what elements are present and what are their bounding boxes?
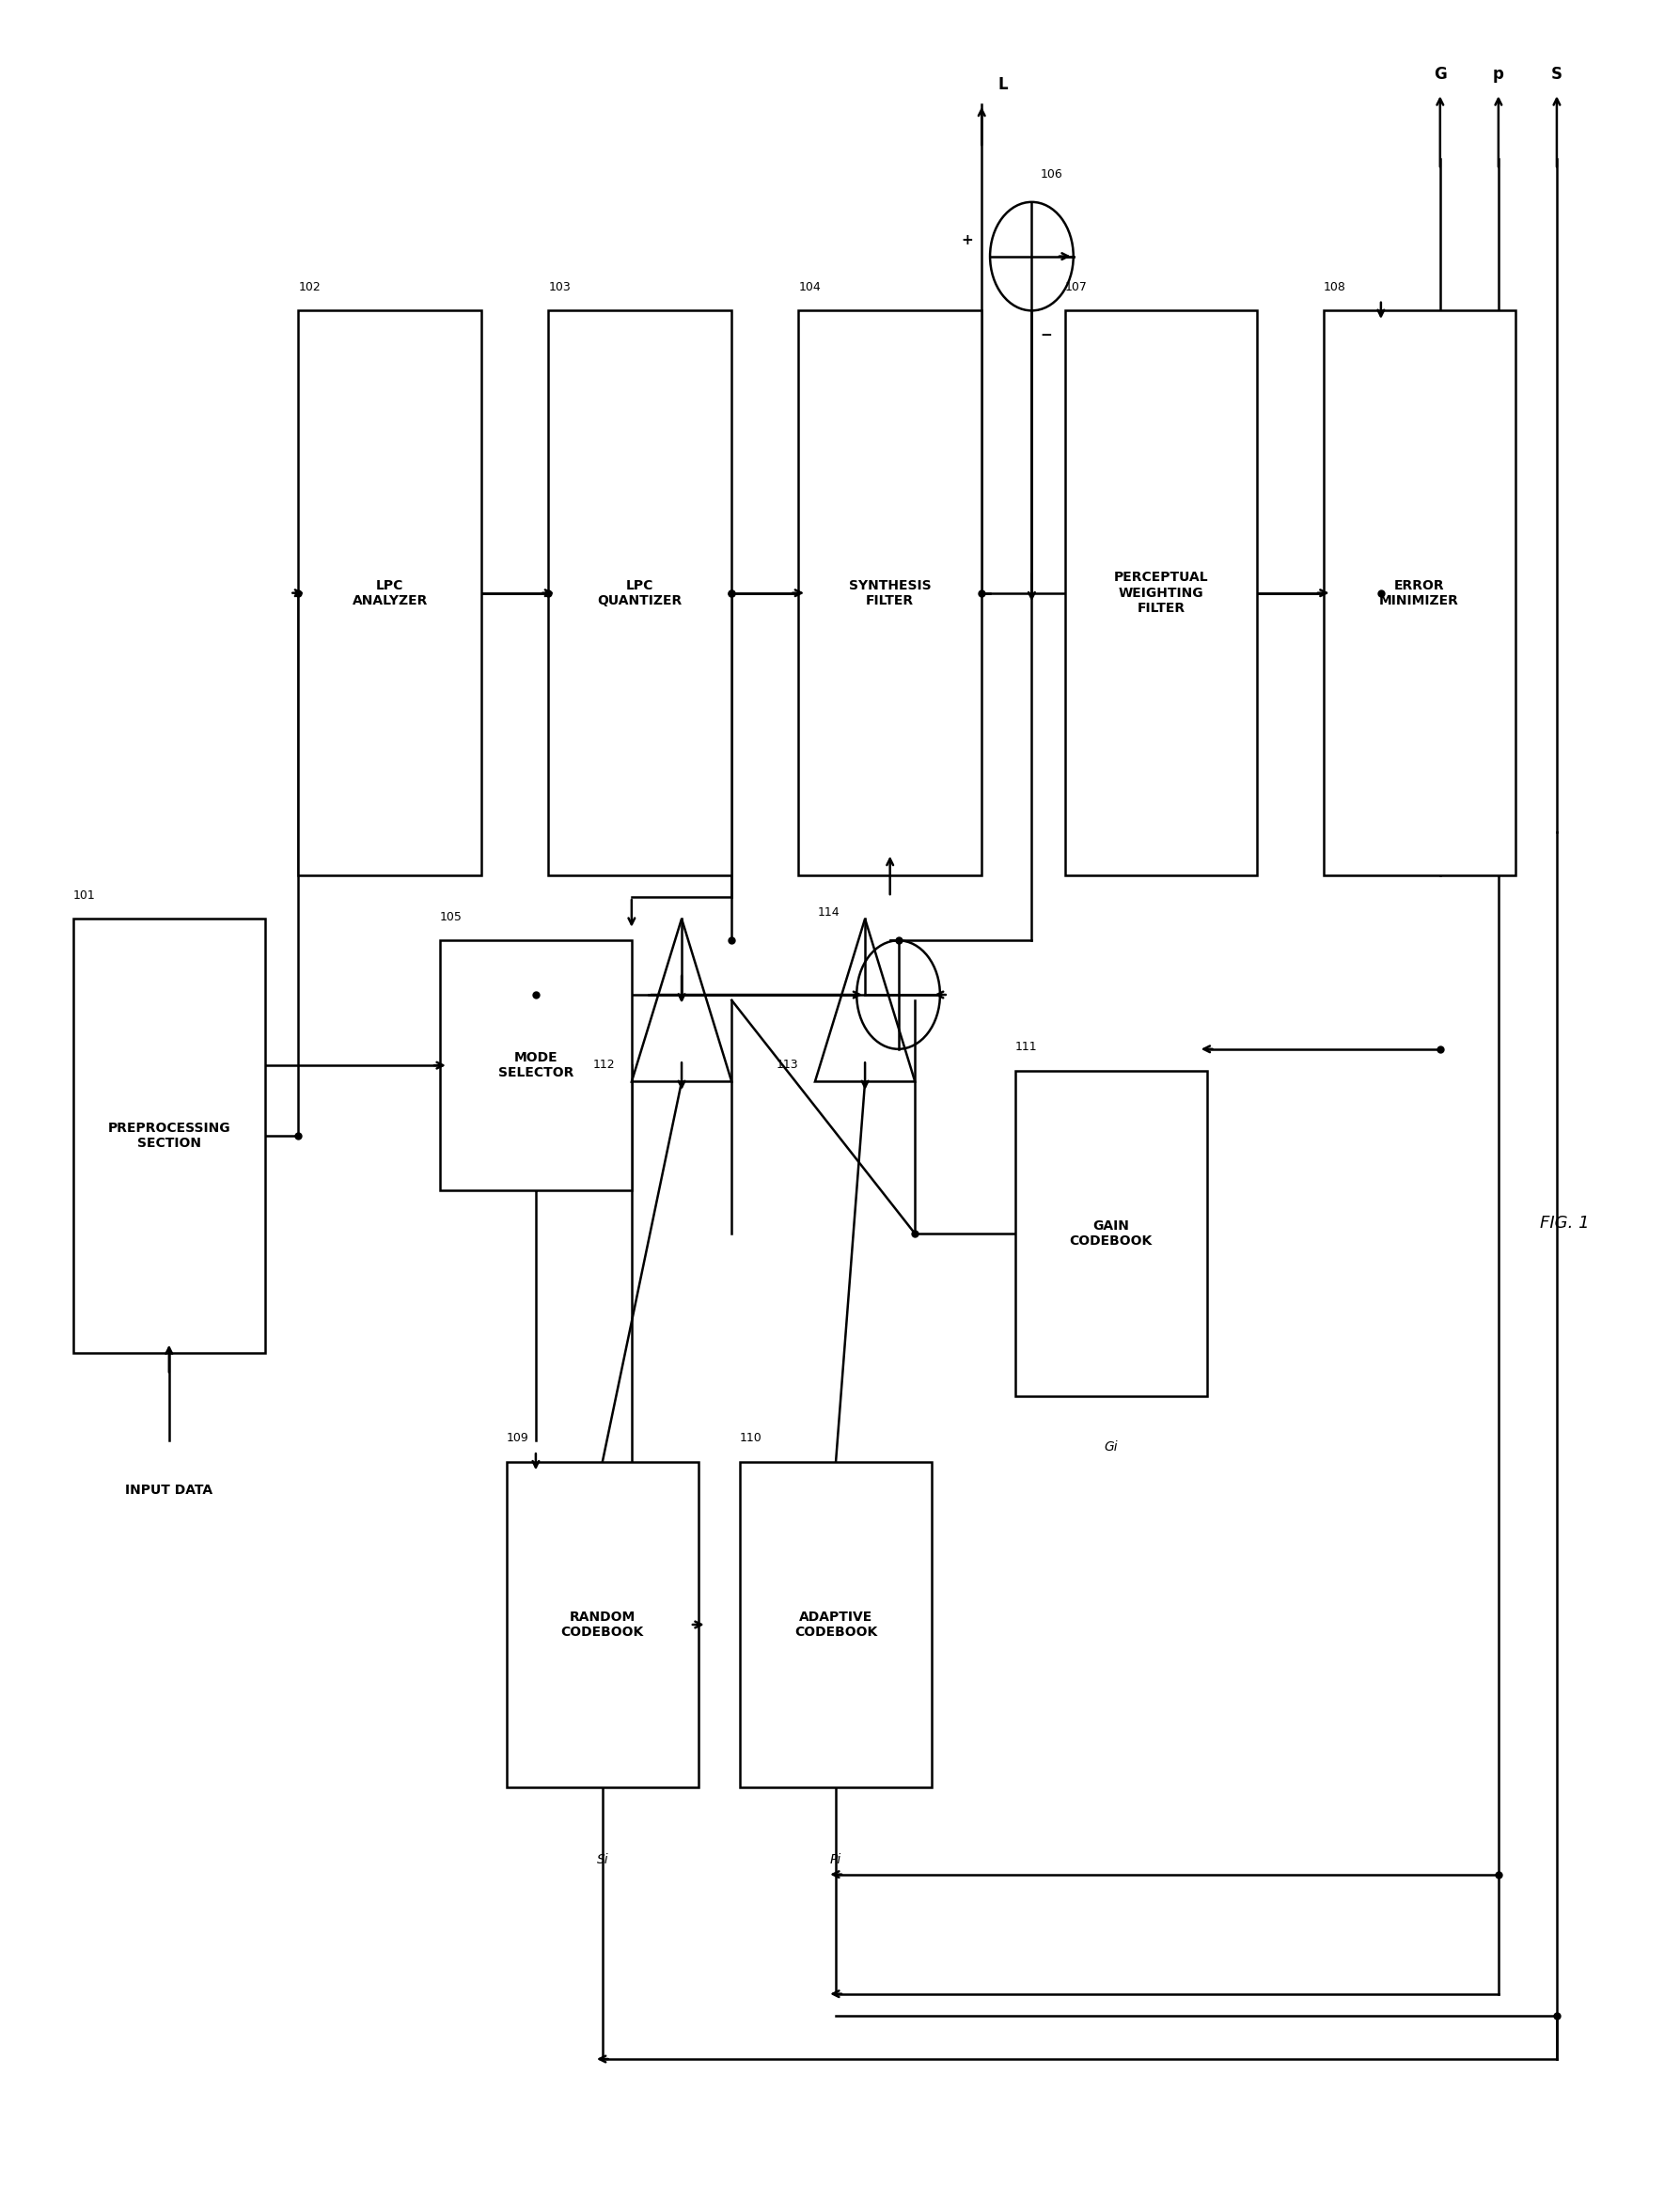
Text: MODE
SELECTOR: MODE SELECTOR	[497, 1051, 573, 1079]
Text: RANDOM
CODEBOOK: RANDOM CODEBOOK	[561, 1610, 643, 1639]
Text: 106: 106	[1040, 168, 1062, 181]
FancyBboxPatch shape	[440, 940, 632, 1191]
Text: G: G	[1433, 66, 1446, 83]
Text: 111: 111	[1015, 1042, 1037, 1053]
Text: ERROR
MINIMIZER: ERROR MINIMIZER	[1379, 579, 1460, 607]
Text: 109: 109	[507, 1431, 529, 1444]
Text: p: p	[1494, 66, 1504, 83]
Text: SYNTHESIS
FILTER: SYNTHESIS FILTER	[848, 579, 931, 607]
Text: +: +	[961, 234, 973, 247]
FancyBboxPatch shape	[798, 310, 981, 876]
Text: 113: 113	[776, 1058, 798, 1071]
Text: FIG. 1: FIG. 1	[1541, 1215, 1589, 1232]
Text: GAIN
CODEBOOK: GAIN CODEBOOK	[1070, 1219, 1152, 1248]
Text: INPUT DATA: INPUT DATA	[126, 1484, 213, 1497]
Text: Gi: Gi	[1104, 1440, 1117, 1453]
Text: 105: 105	[440, 911, 462, 922]
Text: 114: 114	[818, 907, 840, 918]
FancyBboxPatch shape	[548, 310, 732, 876]
Text: PERCEPTUAL
WEIGHTING
FILTER: PERCEPTUAL WEIGHTING FILTER	[1114, 570, 1208, 614]
Text: PREPROCESSING
SECTION: PREPROCESSING SECTION	[108, 1121, 230, 1149]
Text: 104: 104	[798, 282, 820, 293]
Text: LPC
ANALYZER: LPC ANALYZER	[353, 579, 428, 607]
FancyBboxPatch shape	[739, 1462, 932, 1787]
FancyBboxPatch shape	[1015, 1071, 1206, 1396]
Text: −: −	[1040, 328, 1052, 343]
FancyBboxPatch shape	[299, 310, 482, 876]
Text: 101: 101	[74, 889, 96, 902]
FancyBboxPatch shape	[1065, 310, 1257, 876]
Text: 110: 110	[739, 1431, 763, 1444]
FancyBboxPatch shape	[74, 918, 265, 1353]
Text: L: L	[998, 76, 1008, 94]
Text: Si: Si	[596, 1853, 608, 1866]
FancyBboxPatch shape	[507, 1462, 699, 1787]
Text: ADAPTIVE
CODEBOOK: ADAPTIVE CODEBOOK	[795, 1610, 877, 1639]
Text: 103: 103	[548, 282, 571, 293]
Text: 107: 107	[1065, 282, 1087, 293]
FancyBboxPatch shape	[1324, 310, 1515, 876]
Text: Pi: Pi	[830, 1853, 842, 1866]
Text: 108: 108	[1324, 282, 1346, 293]
Text: S: S	[1551, 66, 1562, 83]
Text: LPC
QUANTIZER: LPC QUANTIZER	[598, 579, 682, 607]
Text: 112: 112	[593, 1058, 615, 1071]
Text: 102: 102	[299, 282, 321, 293]
